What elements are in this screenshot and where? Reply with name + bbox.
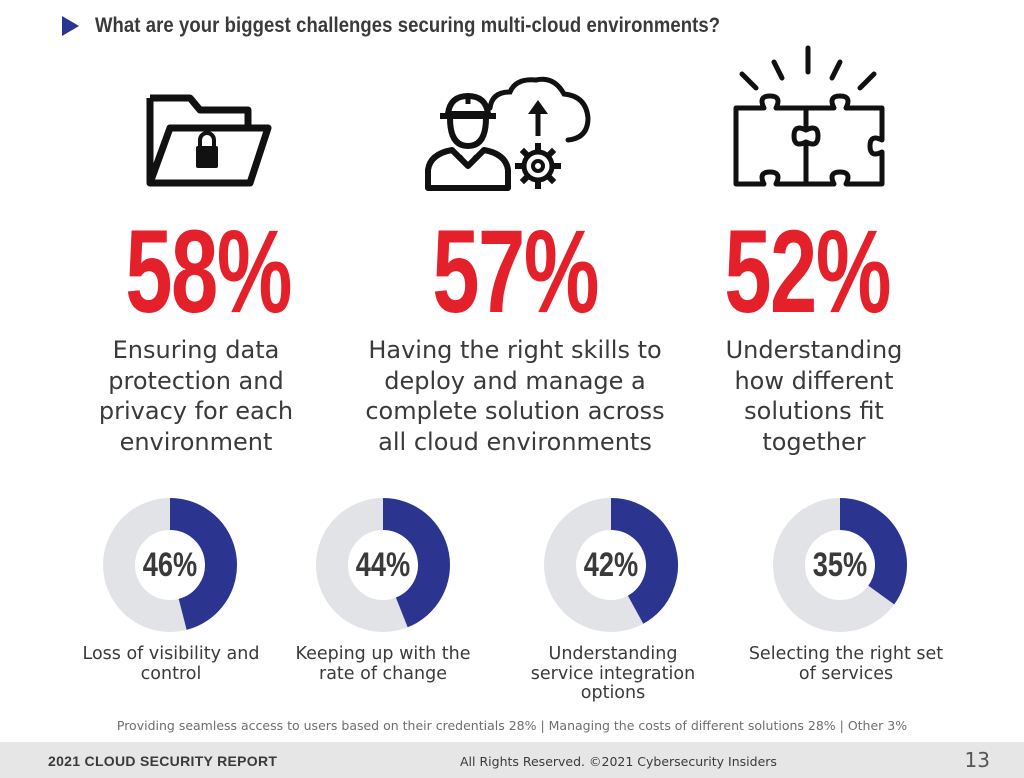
big-stat-label: Ensuring data protection and privacy for… [98, 336, 294, 456]
big-stat-label: Understanding how different solutions fi… [725, 336, 903, 456]
donut-ring [773, 498, 907, 632]
donut-arc [382, 498, 450, 628]
donut-chart-2: 44% [315, 497, 451, 633]
donut-label: Loss of visibility and control [82, 644, 260, 684]
big-stat-2: 57% [365, 212, 665, 332]
donut-arc [169, 498, 237, 630]
donut-chart-1: 46% [102, 497, 238, 633]
donut-label: Selecting the right set of services [748, 644, 944, 684]
donut-label: Keeping up with the rate of change [295, 644, 471, 684]
footer-report-title: 2021 CLOUD SECURITY REPORT [48, 753, 278, 769]
donut-arc [610, 498, 678, 624]
donut-value: 46% [142, 545, 198, 584]
big-stat-value: 57% [432, 206, 599, 338]
donut-value: 35% [812, 545, 868, 584]
donut-arc [839, 498, 907, 605]
big-stat-3: 52% [657, 212, 957, 332]
big-stat-1: 58% [58, 212, 358, 332]
footnote: Providing seamless access to users based… [116, 718, 908, 733]
engineer-cloud-gear-icon [425, 76, 591, 191]
donut-value: 44% [355, 545, 411, 584]
title-row: What are your biggest challenges securin… [62, 12, 805, 40]
page-number: 13 [964, 748, 990, 772]
donut-value: 42% [583, 545, 639, 584]
donut-label: Understanding service integration option… [530, 644, 696, 703]
page-title: What are your biggest challenges securin… [95, 14, 721, 37]
donut-ring [103, 498, 237, 632]
donut-ring [316, 498, 450, 632]
footer-bar: 2021 CLOUD SECURITY REPORT All Rights Re… [0, 742, 1024, 778]
big-stat-value: 58% [125, 206, 292, 338]
puzzle-icon [733, 45, 885, 187]
donut-ring [544, 498, 678, 632]
donut-chart-3: 42% [543, 497, 679, 633]
folder-lock-icon [146, 94, 272, 187]
donut-chart-4: 35% [772, 497, 908, 633]
triangle-bullet-icon [62, 16, 79, 36]
big-stat-value: 52% [724, 206, 891, 338]
footer-copyright: All Rights Reserved. ©2021 Cybersecurity… [460, 754, 777, 769]
big-stat-label: Having the right skills to deploy and ma… [365, 336, 665, 456]
